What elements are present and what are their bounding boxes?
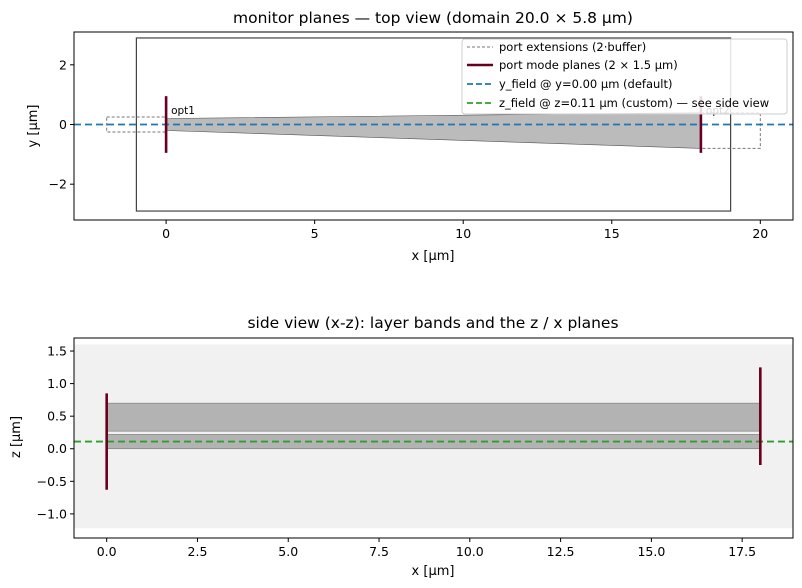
bottom-xtick-label: 7.5 — [369, 544, 389, 559]
top-xtick-label: 0 — [162, 226, 170, 241]
top-view-panel: monitor planes — top view (domain 20.0 ×… — [26, 9, 794, 264]
legend-label-yfield: y_field @ y=0.00 µm (default) — [499, 77, 673, 91]
bottom-xtick-label: 2.5 — [188, 544, 208, 559]
bottom-xtick-label: 15.0 — [637, 544, 665, 559]
bottom-xtick-label: 5.0 — [278, 544, 298, 559]
top-ytick-label: 2 — [59, 57, 67, 72]
bottom-xtick-label: 17.5 — [728, 544, 756, 559]
legend-label-zfield: z_field @ z=0.11 µm (custom) — see side … — [499, 96, 769, 110]
layer-band-1 — [106, 402, 761, 432]
bottom-xtick-label: 12.5 — [547, 544, 575, 559]
top-axes-frame — [73, 31, 794, 221]
top-ytick-label: 0 — [59, 117, 67, 132]
bottom-xtick-label: 10.0 — [456, 544, 484, 559]
bottom-ytick-label: 1.5 — [47, 344, 67, 359]
bottom-ytick-label: −1.0 — [37, 506, 67, 521]
top-xtick-label: 20 — [752, 226, 768, 241]
top-title: monitor planes — top view (domain 20.0 ×… — [233, 9, 633, 27]
top-legend: port extensions (2·buffer) port mode pla… — [461, 38, 788, 115]
top-xtick-label: 15 — [604, 226, 620, 241]
port-label-opt1: opt1 — [171, 105, 195, 117]
side-view-panel: side view (x-z): layer bands and the z /… — [9, 314, 794, 579]
top-ytick-label: −2 — [49, 177, 67, 192]
top-xlabel: x [µm] — [412, 249, 455, 264]
bottom-ytick-label: 0.5 — [47, 409, 67, 424]
legend-label-port: port mode planes (2 × 1.5 µm) — [499, 58, 678, 72]
bottom-axes-frame — [73, 337, 794, 539]
bottom-ylabel: z [µm] — [9, 416, 24, 458]
top-ylabel: y [µm] — [26, 105, 41, 148]
bottom-ytick-label: −0.5 — [37, 474, 67, 489]
legend-label-extension: port extensions (2·buffer) — [499, 40, 646, 54]
domain-box — [135, 37, 732, 212]
bottom-ytick-label: 1.0 — [47, 376, 67, 391]
waveguide-taper — [165, 112, 702, 149]
bottom-title: side view (x-z): layer bands and the z /… — [247, 314, 618, 332]
bottom-xtick-label: 0.0 — [97, 544, 117, 559]
bottom-ytick-label: 0.0 — [47, 441, 67, 456]
top-xtick-label: 5 — [311, 226, 319, 241]
legend-box — [461, 38, 788, 115]
bottom-xlabel: x [µm] — [412, 564, 455, 579]
top-xtick-label: 10 — [455, 226, 471, 241]
